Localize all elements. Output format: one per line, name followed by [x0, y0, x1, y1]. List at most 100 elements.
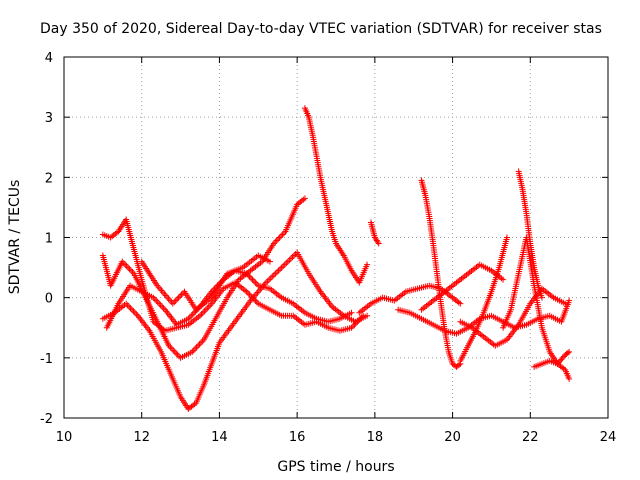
data-point	[201, 308, 208, 315]
series-track-k	[457, 234, 510, 364]
data-point	[122, 261, 129, 268]
y-tick-label: -1	[40, 352, 53, 367]
data-point	[193, 344, 200, 351]
y-tick-label: 4	[45, 51, 53, 66]
data-point	[269, 273, 276, 280]
series-track-l	[418, 261, 507, 313]
data-point	[176, 353, 183, 360]
y-tick-label: 2	[45, 171, 53, 186]
data-point	[177, 293, 184, 300]
data-point	[286, 257, 293, 264]
data-point	[278, 264, 285, 271]
series-track-j	[395, 297, 573, 337]
data-point	[566, 375, 573, 382]
data-point	[168, 345, 175, 352]
data-point	[538, 294, 545, 301]
data-point	[275, 236, 282, 243]
y-tick-label: 3	[45, 111, 53, 126]
x-tick-label: 14	[211, 430, 228, 445]
data-point	[204, 305, 211, 312]
data-point	[266, 276, 273, 283]
data-point	[272, 270, 279, 277]
data-point	[277, 266, 284, 273]
data-point	[196, 341, 203, 348]
data-point	[248, 275, 254, 282]
data-point	[129, 306, 135, 313]
series-track-i	[418, 177, 464, 370]
data-point	[123, 263, 130, 270]
chart-title: Day 350 of 2020, Sidereal Day-to-day VTE…	[40, 21, 602, 37]
data-point	[264, 278, 271, 285]
data-point	[564, 349, 571, 356]
series-track-p	[531, 348, 573, 370]
data-point	[249, 276, 256, 283]
data-point	[124, 302, 131, 309]
data-point	[266, 258, 273, 265]
data-point	[273, 237, 280, 244]
data-point	[159, 303, 166, 310]
x-tick-label: 22	[522, 430, 539, 445]
data-point	[131, 309, 138, 316]
data-point	[267, 275, 274, 282]
y-tick-label: -2	[40, 412, 53, 427]
data-point	[197, 339, 204, 346]
y-axis-label: SDTVAR / TECUs	[7, 180, 23, 295]
x-tick-label: 12	[133, 430, 150, 445]
data-point	[156, 300, 163, 307]
data-point	[503, 234, 510, 241]
data-point	[279, 231, 286, 238]
series-track-e	[138, 252, 273, 313]
plot-frame	[63, 56, 609, 419]
data-point	[566, 348, 573, 355]
data-point	[500, 276, 507, 283]
data-point	[351, 321, 358, 328]
data-point	[250, 278, 257, 285]
data-point	[175, 294, 182, 301]
x-tick-label: 10	[56, 430, 73, 445]
series-track-o	[500, 234, 573, 382]
data-point	[195, 342, 202, 349]
data-point	[127, 305, 134, 312]
data-point	[178, 291, 185, 298]
data-point	[280, 263, 287, 270]
data-point	[348, 309, 355, 316]
data-point	[130, 308, 137, 315]
data-point	[457, 300, 464, 307]
series-track-b	[99, 216, 367, 334]
data-point	[275, 267, 282, 274]
series-track-g	[367, 219, 382, 247]
series-track-f	[301, 105, 371, 286]
series-track-n	[515, 168, 545, 301]
data-point	[364, 261, 371, 268]
data-point	[562, 300, 569, 307]
data-point	[456, 361, 463, 368]
y-tick-label: 1	[45, 232, 53, 247]
series-track-h	[356, 282, 464, 316]
x-axis-label: GPS time / hours	[277, 459, 394, 475]
data-point	[199, 309, 206, 316]
series-track-a	[99, 249, 371, 412]
data-point	[174, 296, 181, 303]
data-point	[154, 299, 161, 306]
data-point	[287, 255, 294, 262]
x-tick-label: 16	[289, 430, 306, 445]
data-point	[270, 272, 277, 279]
data-point	[189, 311, 196, 318]
data-point	[173, 350, 180, 357]
data-marks	[99, 105, 573, 412]
data-point	[202, 306, 209, 313]
data-point	[252, 279, 259, 286]
data-point	[283, 260, 290, 267]
data-point	[291, 252, 298, 259]
data-point	[125, 264, 132, 271]
data-point	[153, 297, 160, 304]
data-point	[281, 261, 288, 268]
data-point	[276, 234, 283, 241]
x-tick-label: 18	[367, 430, 384, 445]
data-point	[284, 258, 291, 265]
data-point	[133, 311, 140, 318]
data-point	[192, 345, 199, 352]
data-point	[278, 232, 285, 239]
